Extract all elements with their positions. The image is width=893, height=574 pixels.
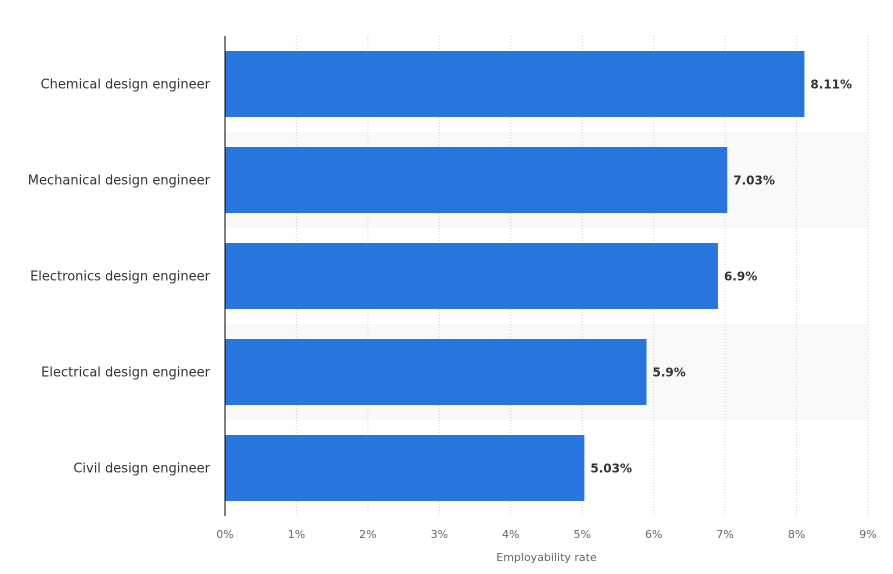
category-label: Mechanical design engineer bbox=[28, 174, 211, 189]
bars bbox=[225, 51, 805, 501]
x-tick-label: 8% bbox=[788, 528, 805, 541]
x-tick-label: 6% bbox=[645, 528, 662, 541]
value-label: 6.9% bbox=[724, 270, 757, 284]
x-tick-labels: 0% 1% 2% 3% 4% 5% 6% 7% 8% 9% bbox=[216, 528, 876, 541]
value-label: 8.11% bbox=[810, 78, 852, 92]
bar bbox=[225, 435, 585, 501]
x-tick-label: 9% bbox=[859, 528, 876, 541]
category-label: Civil design engineer bbox=[73, 462, 210, 477]
x-tick-label: 1% bbox=[288, 528, 305, 541]
x-tick-label: 7% bbox=[716, 528, 733, 541]
value-label: 5.9% bbox=[653, 366, 686, 380]
x-tick-label: 0% bbox=[216, 528, 233, 541]
category-label: Chemical design engineer bbox=[41, 78, 211, 93]
category-label: Electrical design engineer bbox=[41, 366, 210, 381]
x-tick-label: 3% bbox=[431, 528, 448, 541]
value-label: 7.03% bbox=[733, 174, 775, 188]
bar bbox=[225, 147, 728, 213]
value-labels: 8.11% 7.03% 6.9% 5.9% 5.03% bbox=[590, 78, 852, 476]
value-label: 5.03% bbox=[590, 462, 632, 476]
category-labels: Chemical design engineer Mechanical desig… bbox=[28, 78, 211, 477]
x-tick-label: 4% bbox=[502, 528, 519, 541]
bar bbox=[225, 339, 647, 405]
x-tick-label: 2% bbox=[359, 528, 376, 541]
bar bbox=[225, 243, 718, 309]
x-axis-title: Employability rate bbox=[496, 551, 597, 564]
x-tick-label: 5% bbox=[573, 528, 590, 541]
bar bbox=[225, 51, 805, 117]
category-label: Electronics design engineer bbox=[30, 270, 211, 285]
